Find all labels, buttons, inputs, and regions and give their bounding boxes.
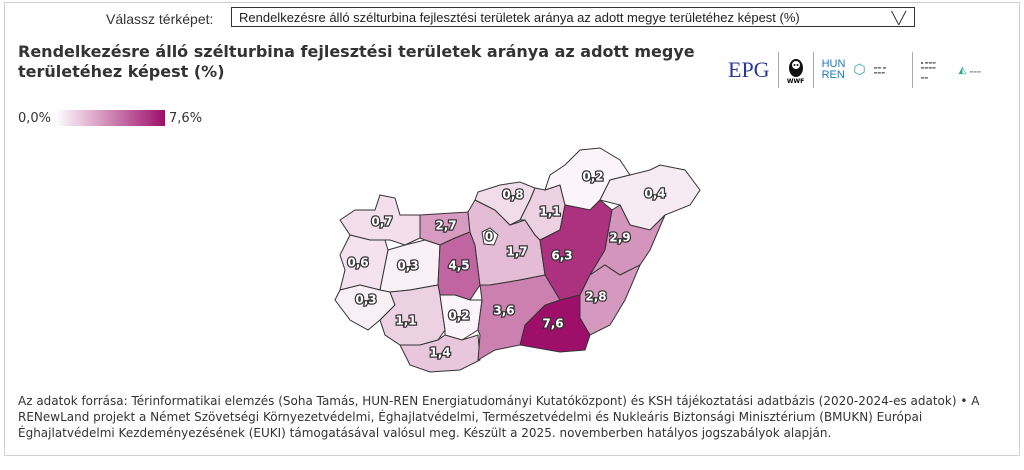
color-legend: 0,0% 7,6% [18,110,202,126]
county-label-hb: 2,9 [609,231,630,245]
hexagon-logo-icon: ⬡ [853,62,866,78]
wwf-logo: WWF [787,56,805,85]
chevron-down-icon: ╲╱ [891,11,906,25]
county-label-bekes: 2,8 [585,290,606,304]
county-label-fejer: 4,5 [448,259,469,273]
county-label-nograd: 0,8 [502,188,523,202]
county-label-somogy: 1,1 [395,314,416,328]
county-label-jnsz: 6,3 [551,249,572,263]
county-label-veszprem: 0,3 [397,259,418,273]
county-label-zala: 0,3 [355,293,376,307]
map-panel [4,2,1020,456]
county-label-borsod: 0,2 [582,170,603,184]
legend-max: 7,6% [169,110,203,126]
county-label-budapest: 0 [485,230,493,244]
logo-text-small: ▬▬ ▬ ▬▬▬ [873,65,887,75]
county-bacs[interactable] [477,274,561,361]
partner-logos: EPG WWF HUN REN ⬡ ▬▬ ▬ ▬▬▬ ▪ ▬▬▬ ▬▬▬▬ ▬▬ ◭ ▬▬… [728,50,981,90]
county-label-pest: 1,7 [506,245,527,259]
hunren-logo: HUN REN [821,58,846,81]
county-hb[interactable] [589,204,666,276]
county-budapest[interactable] [481,227,499,246]
county-label-gyms: 0,7 [371,215,392,229]
ministry-logo: ▪ ▬▬▬ ▬▬▬▬ ▬▬ [920,60,936,80]
county-label-bacs: 3,6 [493,304,514,318]
county-label-vas: 0,6 [347,256,368,270]
epg-logo: EPG [728,57,770,82]
county-label-tolna: 0,2 [448,309,469,323]
map-title: Rendelkezésre álló szélturbina fejleszté… [18,42,695,81]
county-label-baranya: 1,4 [429,346,450,360]
legend-min: 0,0% [18,110,52,126]
county-label-szabolcs: 0,4 [644,187,665,201]
euki-logo: ◭ ▬▬▬ [958,64,981,76]
county-label-csongrad: 7,6 [542,317,563,331]
map-selector-label: Válassz térképet: [106,11,214,27]
source-note: Az adatok forrása: Térinformatikai elemz… [18,394,980,440]
map-selector-value: Rendelkezésre álló szélturbina fejleszté… [239,10,800,25]
map-selector-dropdown[interactable]: Rendelkezésre álló szélturbina fejleszté… [231,7,915,27]
county-label-ke: 2,7 [435,219,456,233]
county-label-heves: 1,1 [539,205,560,219]
legend-gradient [55,110,166,126]
